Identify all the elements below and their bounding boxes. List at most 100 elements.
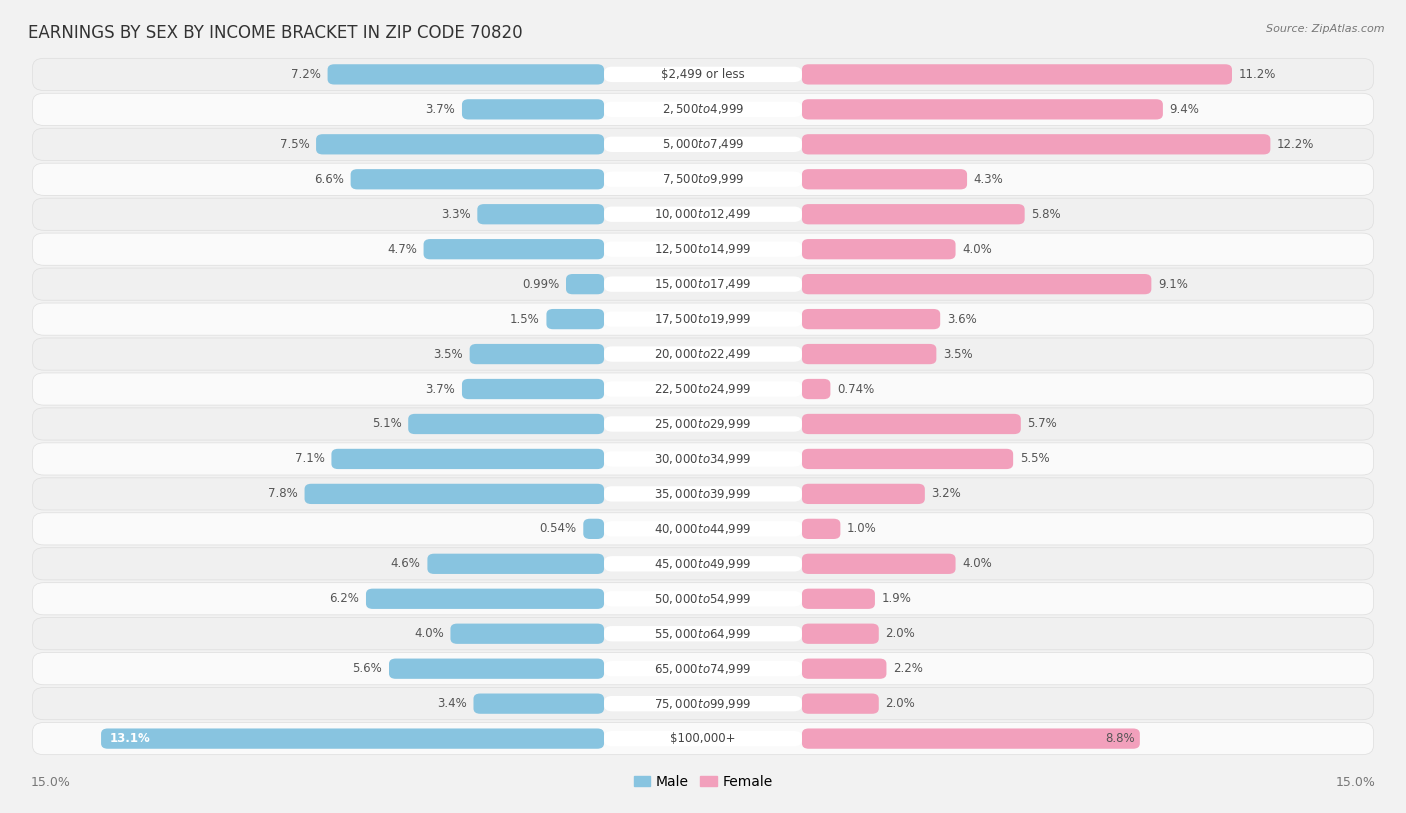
FancyBboxPatch shape bbox=[32, 618, 1374, 650]
Text: $7,500 to $9,999: $7,500 to $9,999 bbox=[662, 172, 744, 186]
FancyBboxPatch shape bbox=[801, 449, 1014, 469]
FancyBboxPatch shape bbox=[801, 99, 1163, 120]
FancyBboxPatch shape bbox=[605, 346, 801, 362]
FancyBboxPatch shape bbox=[605, 207, 801, 222]
FancyBboxPatch shape bbox=[305, 484, 605, 504]
FancyBboxPatch shape bbox=[547, 309, 605, 329]
Text: $65,000 to $74,999: $65,000 to $74,999 bbox=[654, 662, 752, 676]
FancyBboxPatch shape bbox=[32, 268, 1374, 300]
FancyBboxPatch shape bbox=[605, 661, 801, 676]
Text: $40,000 to $44,999: $40,000 to $44,999 bbox=[654, 522, 752, 536]
FancyBboxPatch shape bbox=[32, 478, 1374, 510]
FancyBboxPatch shape bbox=[332, 449, 605, 469]
Text: 8.8%: 8.8% bbox=[1105, 733, 1135, 745]
Text: 3.7%: 3.7% bbox=[426, 383, 456, 395]
Text: 0.54%: 0.54% bbox=[540, 523, 576, 535]
FancyBboxPatch shape bbox=[605, 591, 801, 606]
FancyBboxPatch shape bbox=[32, 443, 1374, 475]
FancyBboxPatch shape bbox=[32, 373, 1374, 405]
FancyBboxPatch shape bbox=[801, 414, 1021, 434]
FancyBboxPatch shape bbox=[450, 624, 605, 644]
FancyBboxPatch shape bbox=[801, 659, 886, 679]
FancyBboxPatch shape bbox=[32, 583, 1374, 615]
FancyBboxPatch shape bbox=[101, 728, 605, 749]
Text: 1.0%: 1.0% bbox=[848, 523, 877, 535]
Text: $15,000 to $17,499: $15,000 to $17,499 bbox=[654, 277, 752, 291]
Text: 11.2%: 11.2% bbox=[1239, 68, 1277, 80]
Text: 5.1%: 5.1% bbox=[371, 418, 402, 430]
Text: $100,000+: $100,000+ bbox=[671, 733, 735, 745]
Text: EARNINGS BY SEX BY INCOME BRACKET IN ZIP CODE 70820: EARNINGS BY SEX BY INCOME BRACKET IN ZIP… bbox=[28, 24, 523, 42]
FancyBboxPatch shape bbox=[605, 696, 801, 711]
FancyBboxPatch shape bbox=[801, 64, 1232, 85]
FancyBboxPatch shape bbox=[605, 67, 801, 82]
Text: 3.4%: 3.4% bbox=[437, 698, 467, 710]
FancyBboxPatch shape bbox=[605, 731, 801, 746]
Text: 7.5%: 7.5% bbox=[280, 138, 309, 150]
Text: 12.2%: 12.2% bbox=[1277, 138, 1315, 150]
FancyBboxPatch shape bbox=[605, 311, 801, 327]
FancyBboxPatch shape bbox=[583, 519, 605, 539]
FancyBboxPatch shape bbox=[605, 137, 801, 152]
FancyBboxPatch shape bbox=[801, 169, 967, 189]
FancyBboxPatch shape bbox=[801, 274, 1152, 294]
Text: 7.8%: 7.8% bbox=[269, 488, 298, 500]
Text: 3.5%: 3.5% bbox=[433, 348, 463, 360]
FancyBboxPatch shape bbox=[366, 589, 605, 609]
Legend: Male, Female: Male, Female bbox=[628, 769, 778, 794]
FancyBboxPatch shape bbox=[427, 554, 605, 574]
FancyBboxPatch shape bbox=[32, 303, 1374, 335]
FancyBboxPatch shape bbox=[801, 484, 925, 504]
FancyBboxPatch shape bbox=[605, 102, 801, 117]
Text: Source: ZipAtlas.com: Source: ZipAtlas.com bbox=[1267, 24, 1385, 34]
Text: $50,000 to $54,999: $50,000 to $54,999 bbox=[654, 592, 752, 606]
FancyBboxPatch shape bbox=[605, 241, 801, 257]
Text: 4.6%: 4.6% bbox=[391, 558, 420, 570]
FancyBboxPatch shape bbox=[605, 381, 801, 397]
FancyBboxPatch shape bbox=[567, 274, 605, 294]
FancyBboxPatch shape bbox=[32, 198, 1374, 230]
Text: $35,000 to $39,999: $35,000 to $39,999 bbox=[654, 487, 752, 501]
FancyBboxPatch shape bbox=[605, 556, 801, 572]
FancyBboxPatch shape bbox=[423, 239, 605, 259]
Text: $2,499 or less: $2,499 or less bbox=[661, 68, 745, 80]
FancyBboxPatch shape bbox=[463, 99, 605, 120]
FancyBboxPatch shape bbox=[801, 134, 1271, 154]
Text: 4.0%: 4.0% bbox=[962, 558, 993, 570]
FancyBboxPatch shape bbox=[801, 239, 956, 259]
Text: 13.1%: 13.1% bbox=[110, 733, 150, 745]
Text: $20,000 to $22,499: $20,000 to $22,499 bbox=[654, 347, 752, 361]
FancyBboxPatch shape bbox=[316, 134, 605, 154]
FancyBboxPatch shape bbox=[328, 64, 605, 85]
Text: 1.5%: 1.5% bbox=[510, 313, 540, 325]
FancyBboxPatch shape bbox=[801, 624, 879, 644]
FancyBboxPatch shape bbox=[32, 59, 1374, 90]
Text: 1.9%: 1.9% bbox=[882, 593, 911, 605]
Text: 3.7%: 3.7% bbox=[426, 103, 456, 115]
FancyBboxPatch shape bbox=[801, 204, 1025, 224]
FancyBboxPatch shape bbox=[32, 688, 1374, 720]
Text: $25,000 to $29,999: $25,000 to $29,999 bbox=[654, 417, 752, 431]
FancyBboxPatch shape bbox=[32, 93, 1374, 125]
Text: 2.0%: 2.0% bbox=[886, 628, 915, 640]
FancyBboxPatch shape bbox=[605, 276, 801, 292]
Text: 5.5%: 5.5% bbox=[1019, 453, 1049, 465]
FancyBboxPatch shape bbox=[32, 513, 1374, 545]
FancyBboxPatch shape bbox=[801, 554, 956, 574]
Text: 3.3%: 3.3% bbox=[441, 208, 471, 220]
Text: 5.6%: 5.6% bbox=[353, 663, 382, 675]
FancyBboxPatch shape bbox=[32, 408, 1374, 440]
Text: 7.1%: 7.1% bbox=[295, 453, 325, 465]
FancyBboxPatch shape bbox=[605, 451, 801, 467]
Text: 5.7%: 5.7% bbox=[1028, 418, 1057, 430]
Text: 4.3%: 4.3% bbox=[974, 173, 1004, 185]
FancyBboxPatch shape bbox=[408, 414, 605, 434]
FancyBboxPatch shape bbox=[474, 693, 605, 714]
Text: 4.0%: 4.0% bbox=[413, 628, 444, 640]
Text: 3.5%: 3.5% bbox=[943, 348, 973, 360]
FancyBboxPatch shape bbox=[605, 626, 801, 641]
Text: $30,000 to $34,999: $30,000 to $34,999 bbox=[654, 452, 752, 466]
Text: $5,000 to $7,499: $5,000 to $7,499 bbox=[662, 137, 744, 151]
Text: 3.6%: 3.6% bbox=[948, 313, 977, 325]
FancyBboxPatch shape bbox=[389, 659, 605, 679]
